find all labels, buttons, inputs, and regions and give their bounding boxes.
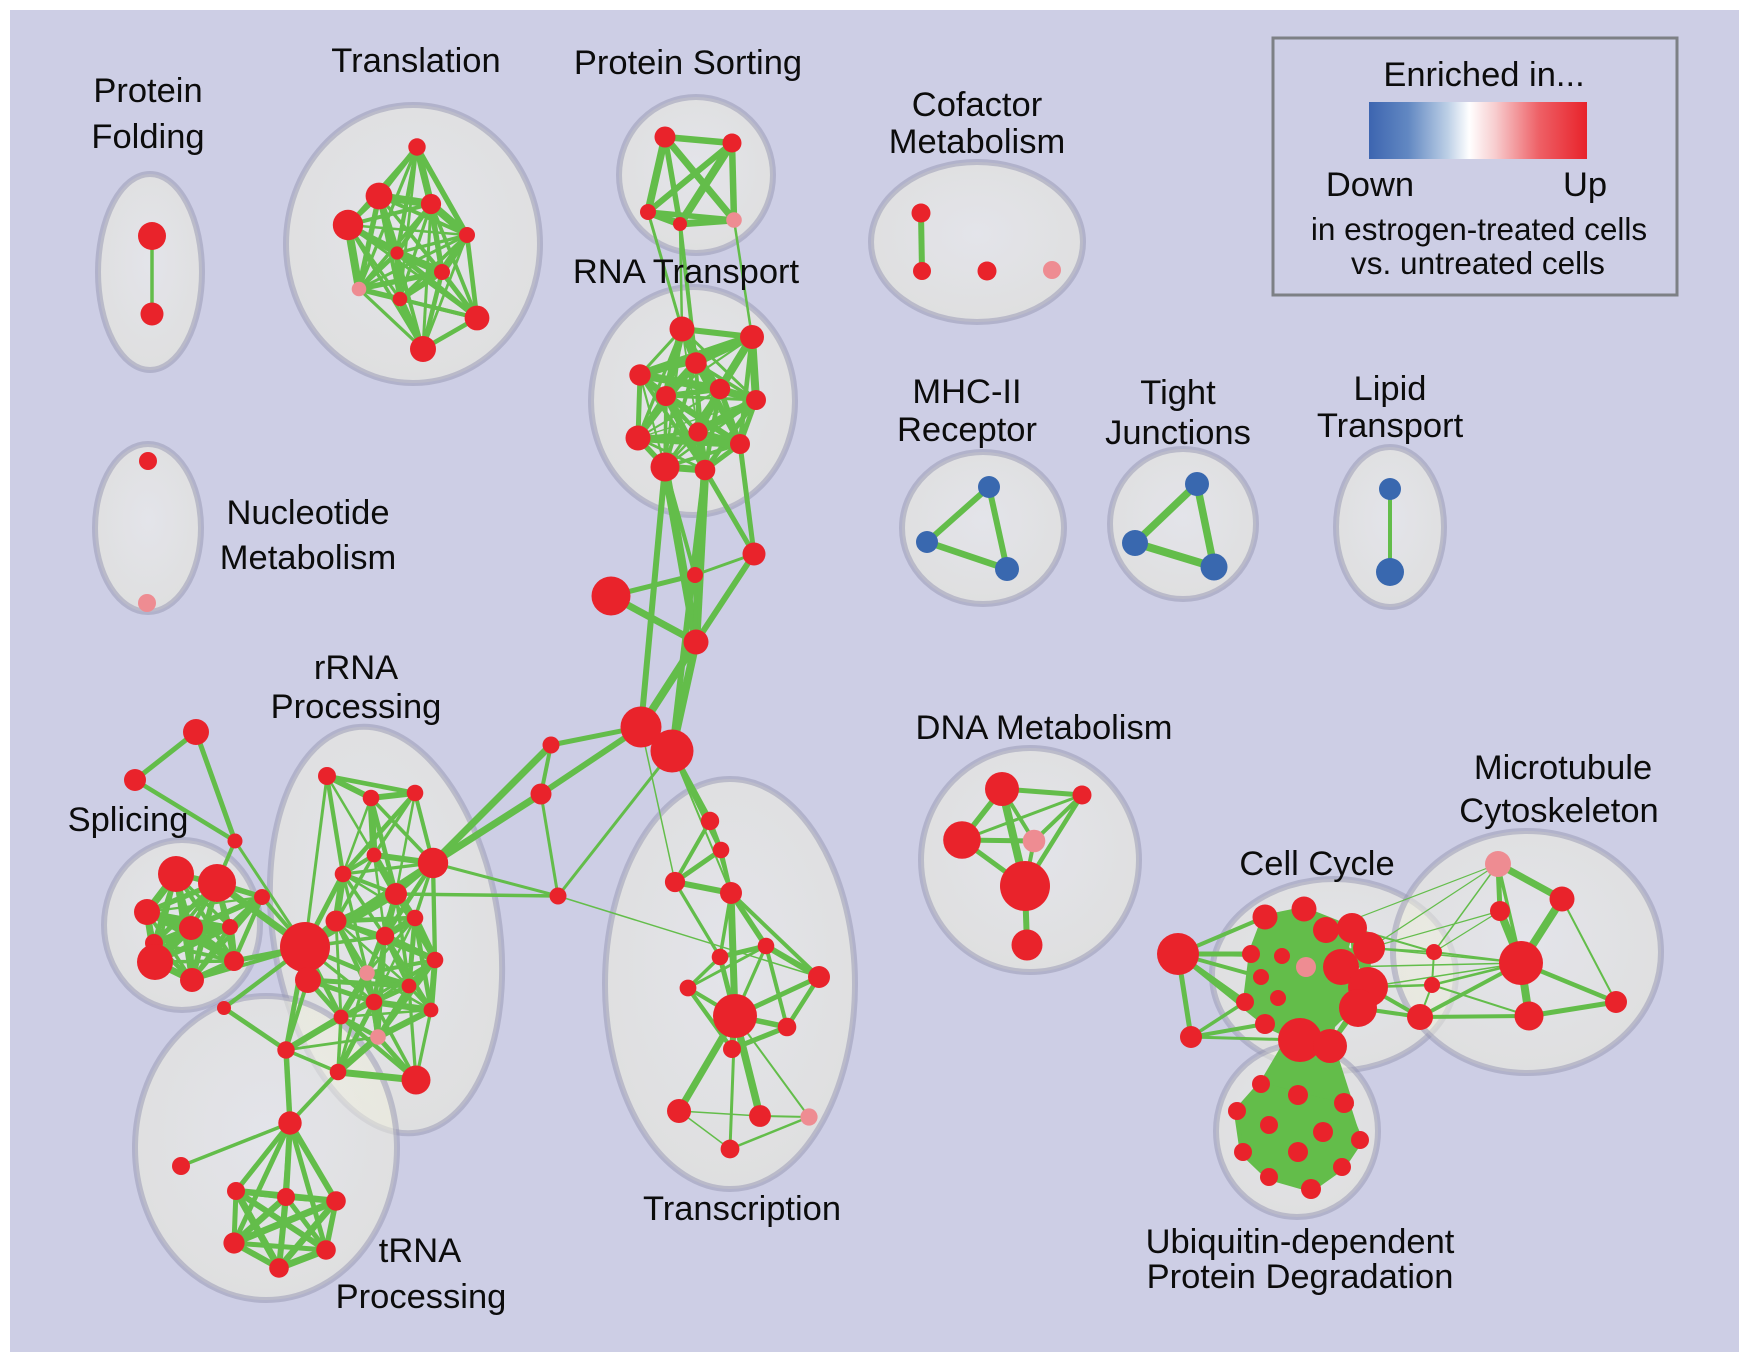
- svg-text:rRNA: rRNA: [314, 649, 398, 687]
- svg-text:Nucleotide: Nucleotide: [226, 494, 389, 532]
- svg-text:Down: Down: [1326, 166, 1414, 204]
- svg-text:in estrogen-treated cells: in estrogen-treated cells: [1311, 211, 1647, 247]
- svg-text:vs. untreated cells: vs. untreated cells: [1351, 245, 1605, 281]
- svg-text:Protein Degradation: Protein Degradation: [1147, 1258, 1454, 1296]
- svg-text:Cell Cycle: Cell Cycle: [1239, 845, 1394, 883]
- svg-text:Cofactor: Cofactor: [912, 86, 1042, 124]
- svg-text:Translation: Translation: [331, 42, 500, 80]
- svg-text:Transcription: Transcription: [643, 1190, 841, 1228]
- svg-text:Up: Up: [1563, 166, 1607, 204]
- svg-text:Cytoskeleton: Cytoskeleton: [1459, 792, 1658, 830]
- svg-text:DNA Metabolism: DNA Metabolism: [916, 709, 1173, 747]
- svg-text:Processing: Processing: [271, 688, 442, 726]
- svg-text:Junctions: Junctions: [1105, 414, 1251, 452]
- svg-text:Processing: Processing: [336, 1278, 507, 1316]
- svg-text:Metabolism: Metabolism: [889, 123, 1065, 161]
- svg-text:MHC-II: MHC-II: [912, 373, 1021, 411]
- svg-text:Protein: Protein: [93, 72, 202, 110]
- svg-text:Lipid: Lipid: [1354, 370, 1427, 408]
- svg-text:Tight: Tight: [1140, 374, 1216, 412]
- svg-text:Transport: Transport: [1317, 407, 1464, 445]
- svg-text:Ubiquitin-dependent: Ubiquitin-dependent: [1146, 1223, 1455, 1261]
- svg-text:Enriched in...: Enriched in...: [1383, 56, 1584, 94]
- svg-text:RNA Transport: RNA Transport: [573, 253, 800, 291]
- svg-text:Protein Sorting: Protein Sorting: [574, 44, 802, 82]
- svg-text:Folding: Folding: [91, 118, 204, 156]
- svg-text:Receptor: Receptor: [897, 411, 1037, 449]
- svg-text:Metabolism: Metabolism: [220, 539, 396, 577]
- svg-text:tRNA: tRNA: [379, 1232, 461, 1270]
- svg-text:Splicing: Splicing: [68, 801, 189, 839]
- svg-text:Microtubule: Microtubule: [1474, 749, 1652, 787]
